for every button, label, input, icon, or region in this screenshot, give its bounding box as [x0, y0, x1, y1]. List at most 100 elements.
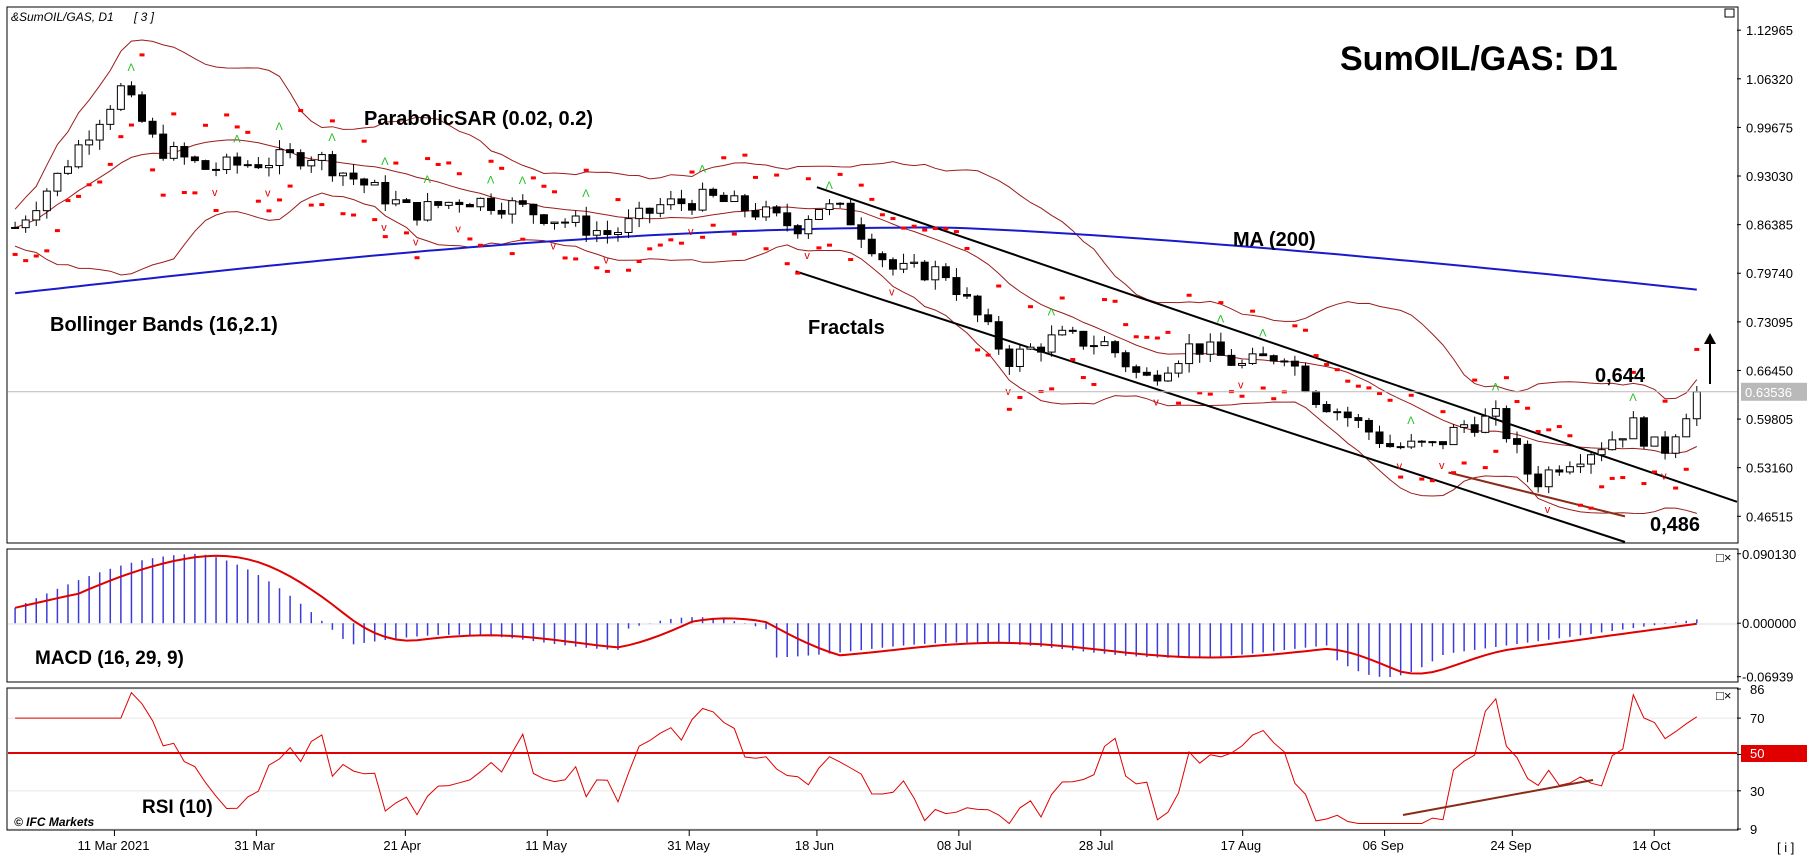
sar-dot — [636, 260, 642, 264]
sar-dot — [171, 112, 177, 116]
rsi-close-icon[interactable]: □× — [1716, 688, 1731, 703]
sar-dot — [234, 125, 240, 129]
fractal-down-marker: v — [455, 224, 461, 236]
candle-body — [963, 294, 972, 297]
candle-body — [1682, 418, 1691, 438]
sar-dot — [1218, 301, 1224, 305]
sar-dot — [721, 156, 727, 160]
candle-body — [1513, 438, 1522, 445]
candle-body — [518, 200, 527, 205]
candle-body — [1322, 403, 1331, 413]
candle-body — [952, 277, 961, 296]
sar-dot — [467, 237, 473, 241]
candle-body — [688, 203, 697, 211]
fractal-down-marker: v — [603, 255, 609, 267]
sar-dot — [277, 198, 283, 202]
sar-dot — [224, 113, 230, 117]
sar-dot — [213, 209, 219, 213]
info-icon[interactable]: [ i ] — [1777, 840, 1794, 855]
channel-upper — [816, 186, 1738, 503]
sar-dot — [1525, 406, 1531, 410]
bollinger-bands — [14, 39, 1698, 515]
candle-body — [11, 226, 20, 229]
sar-dot — [827, 243, 833, 247]
candle-body — [1195, 343, 1204, 355]
candle-body — [1301, 365, 1310, 392]
candle-body — [1428, 441, 1437, 444]
sar-dot — [1683, 467, 1689, 471]
price-tick-label: 0.79740 — [1746, 266, 1793, 281]
candle-body — [740, 195, 749, 212]
candle-body — [1280, 360, 1289, 363]
candle-body — [423, 201, 432, 221]
candle-body — [592, 230, 601, 236]
candle-body — [613, 231, 622, 236]
candle-body — [95, 123, 104, 141]
candle-body — [973, 295, 982, 316]
candle-body — [603, 230, 612, 236]
fractal-up-marker: Λ — [328, 132, 336, 144]
candle-body — [1238, 362, 1247, 366]
fractal-up-marker: Λ — [1629, 392, 1637, 404]
bollinger-label: Bollinger Bands (16,2.1) — [50, 314, 278, 336]
price-tick-label: 0.66450 — [1746, 363, 1793, 378]
maximize-icon[interactable] — [1724, 8, 1735, 18]
sar-dot — [1292, 324, 1298, 328]
candle-body — [1248, 353, 1257, 364]
bollinger-lower — [14, 192, 1697, 515]
sar-dot — [1313, 354, 1319, 358]
candle-body — [1121, 352, 1130, 368]
sar-dot — [932, 227, 938, 231]
time-tick-label: 28 Jul — [1079, 838, 1114, 853]
candle-body — [656, 204, 665, 214]
candle-body — [772, 206, 781, 214]
price-tick-label: 0.86385 — [1746, 218, 1793, 233]
sar-dot — [562, 256, 568, 260]
fractal-down-marker: v — [1439, 460, 1445, 472]
sar-dot — [1165, 330, 1171, 334]
fractal-up-marker: Λ — [424, 174, 432, 186]
sar-dot — [763, 247, 769, 251]
sar-dot — [308, 203, 314, 207]
sar-dot — [1588, 506, 1594, 510]
sar-dot — [1133, 335, 1139, 339]
candle-body — [222, 156, 231, 171]
time-tick-label: 08 Jul — [937, 838, 972, 853]
sar-dot — [1123, 323, 1129, 327]
candle-body — [275, 149, 284, 167]
candle-body — [1470, 424, 1479, 433]
sar-dot — [1080, 376, 1086, 380]
candle-body — [1259, 353, 1268, 357]
candle-body — [561, 221, 570, 224]
candle-body — [180, 146, 189, 158]
sar-dot — [626, 268, 632, 272]
candle-body — [254, 164, 263, 169]
candle-body — [645, 207, 654, 214]
sar-dot — [869, 197, 875, 201]
candle-body — [719, 194, 728, 203]
fractal-up-marker: Λ — [1217, 314, 1225, 326]
sar-dot — [319, 203, 325, 207]
sar-dot — [752, 175, 758, 179]
time-tick-label: 14 Oct — [1632, 838, 1671, 853]
candle-body — [42, 190, 51, 212]
candle-body — [1047, 334, 1056, 353]
sar-dot — [879, 213, 885, 217]
sar-dot — [1599, 485, 1605, 489]
sar-dot — [774, 173, 780, 177]
sar-dot — [1377, 391, 1383, 395]
sar-dot — [731, 232, 737, 236]
macd-close-icon[interactable]: □× — [1716, 550, 1731, 565]
sar-dot — [1260, 386, 1266, 390]
candle-body — [391, 199, 400, 205]
sar-dot — [742, 153, 748, 157]
candle-body — [1407, 440, 1416, 448]
candle-body — [201, 160, 210, 170]
time-tick-label: 11 May — [525, 838, 567, 853]
sar-dot — [1102, 298, 1108, 302]
candle-body — [984, 314, 993, 323]
candle-body — [455, 201, 464, 206]
macd-label: MACD (16, 29, 9) — [35, 648, 184, 669]
bollinger-middle — [14, 139, 1698, 454]
